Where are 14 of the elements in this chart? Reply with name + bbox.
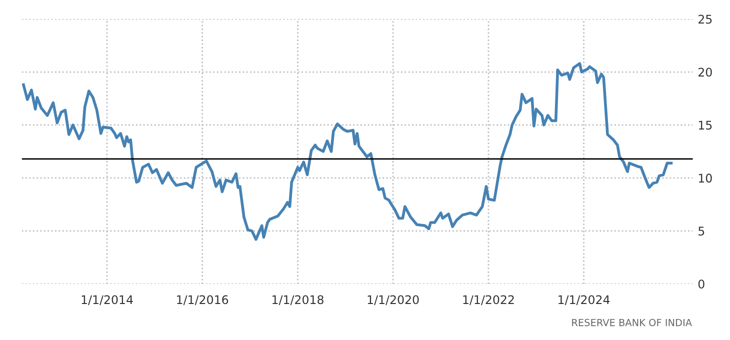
x-tick-label: 1/1/2024 <box>558 295 610 306</box>
line-series <box>22 62 673 241</box>
text: RESERVE BANK OF INDIA <box>572 318 692 326</box>
y-tick-label: 15 <box>698 120 712 130</box>
x-tick-label: 1/1/2018 <box>272 295 324 306</box>
x-tick-label: 1/1/2016 <box>177 295 228 306</box>
x-tick-label: 1/1/2020 <box>368 295 419 306</box>
y-tick-label: 25 <box>698 14 712 24</box>
y-tick-label: 0 <box>698 280 704 289</box>
y-tick-label: 20 <box>698 68 712 77</box>
x-tick-label: 1/1/2022 <box>463 295 514 306</box>
y-tick-label: 5 <box>698 226 704 236</box>
y-tick-label: 10 <box>698 174 712 183</box>
x-tick-label: 1/1/2014 <box>82 295 133 306</box>
